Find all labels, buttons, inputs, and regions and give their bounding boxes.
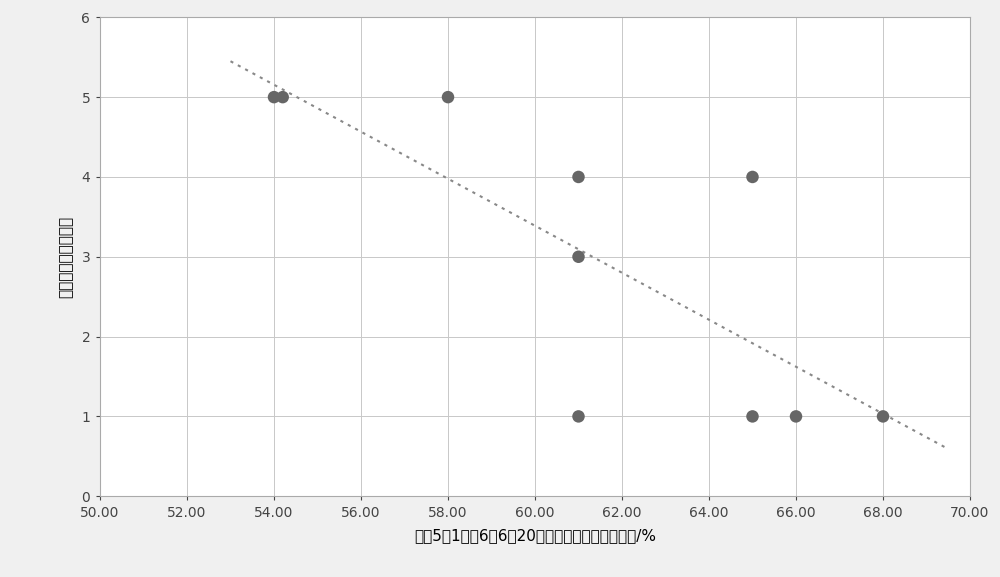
X-axis label: 当年5月1日到6月6月20日的每日最小湿度的平均/%: 当年5月1日到6月6月20日的每日最小湿度的平均/% bbox=[414, 529, 656, 544]
Point bbox=[275, 92, 291, 102]
Point bbox=[266, 92, 282, 102]
Point bbox=[744, 412, 761, 421]
Point bbox=[570, 412, 586, 421]
Y-axis label: 产量大小年年型等级: 产量大小年年型等级 bbox=[58, 216, 73, 298]
Point bbox=[440, 92, 456, 102]
Point bbox=[744, 173, 761, 182]
Point bbox=[875, 412, 891, 421]
Point bbox=[570, 173, 586, 182]
Point bbox=[788, 412, 804, 421]
Point bbox=[570, 252, 586, 261]
